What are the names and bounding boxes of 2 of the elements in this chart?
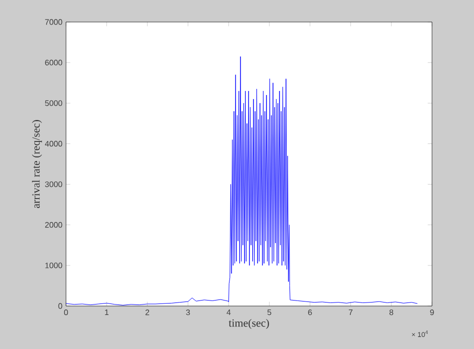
y-axis-title: arrival rate (req/sec) bbox=[32, 120, 42, 208]
x-axis-title: time(sec) bbox=[228, 319, 269, 329]
